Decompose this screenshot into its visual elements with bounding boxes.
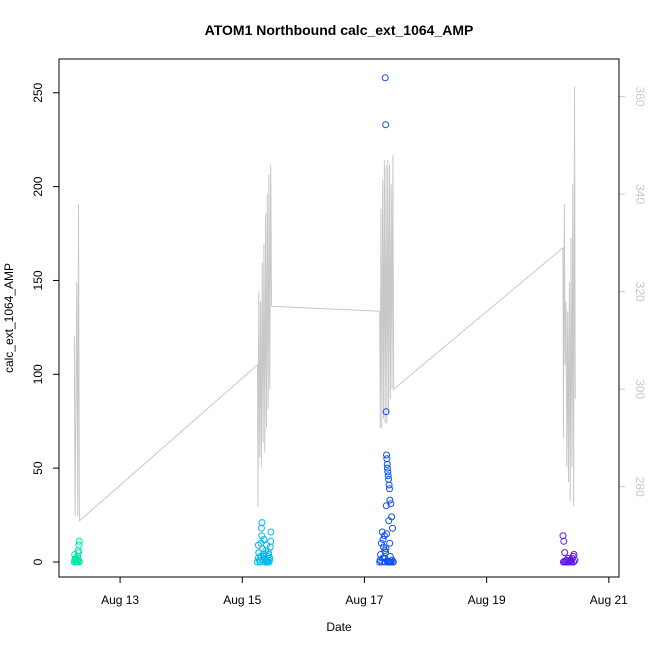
data-point: [382, 121, 390, 129]
data-point: [267, 537, 275, 545]
data-point: [386, 485, 393, 493]
data-point: [383, 460, 391, 468]
data-point: [75, 537, 83, 545]
data-point: [255, 549, 263, 557]
plot-frame: [58, 58, 620, 578]
data-point: [386, 558, 394, 566]
data-point: [260, 552, 268, 560]
scatter-points-layer: [70, 74, 579, 566]
data-point: [267, 528, 275, 536]
y2-tick-label: 280: [633, 477, 647, 497]
y-tick-label: 150: [31, 270, 45, 290]
data-point: [382, 545, 390, 553]
x-tick-label: Aug 13: [101, 593, 139, 607]
data-point: [265, 556, 273, 564]
x-tick-label: Aug 21: [590, 593, 628, 607]
y-tick-label: 200: [31, 176, 45, 196]
y2-tick-label: 320: [633, 282, 647, 302]
data-point: [382, 408, 390, 416]
data-point: [384, 468, 392, 476]
data-point: [254, 558, 261, 566]
data-point: [384, 472, 392, 480]
data-point: [389, 524, 396, 532]
data-point: [385, 481, 393, 489]
data-point: [257, 524, 265, 532]
data-point: [560, 537, 568, 545]
data-point: [379, 536, 387, 543]
data-point: [386, 539, 394, 547]
line-series: [73, 86, 576, 523]
y2-tick-label: 340: [633, 184, 647, 204]
y-tick-label: 0: [31, 558, 45, 565]
data-point: [571, 556, 579, 564]
data-point: [567, 558, 575, 566]
data-point: [570, 558, 578, 566]
data-point: [386, 496, 394, 504]
data-point: [75, 549, 82, 557]
data-point: [381, 74, 389, 82]
data-point: [559, 532, 567, 540]
data-point: [383, 530, 391, 538]
data-point: [262, 557, 270, 565]
y-tick-label: 100: [31, 364, 45, 384]
data-point: [383, 464, 391, 472]
data-point: [561, 549, 569, 557]
data-point: [258, 519, 266, 527]
data-point: [254, 541, 262, 549]
data-point: [258, 532, 266, 540]
y-axis-label: calc_ext_1064_AMP: [2, 263, 16, 373]
y2-tick-label: 300: [633, 379, 647, 399]
data-point: [263, 558, 271, 566]
data-point: [565, 558, 572, 566]
data-point: [387, 500, 395, 508]
chart-title: ATOM1 Northbound calc_ext_1064_AMP: [205, 22, 474, 38]
data-point: [385, 517, 393, 525]
data-point: [382, 549, 389, 557]
data-point: [378, 528, 386, 536]
x-tick-label: Aug 17: [345, 593, 383, 607]
data-point: [385, 475, 393, 483]
data-point: [74, 558, 82, 566]
y-tick-label: 250: [31, 82, 45, 102]
line-series-layer: [73, 86, 576, 523]
x-axis-label: Date: [326, 620, 352, 634]
data-point: [380, 532, 388, 540]
axes-layer: 0 50 100 150 200 250 280 300 320 340 360 Aug 13 Aug …: [31, 82, 647, 607]
y-tick-label: 50: [31, 461, 45, 475]
y2-tick-label: 360: [633, 87, 647, 107]
data-point: [75, 541, 83, 549]
x-tick-label: Aug 15: [223, 593, 261, 607]
data-point: [377, 539, 385, 547]
x-tick-label: Aug 19: [468, 593, 506, 607]
data-point: [382, 502, 390, 510]
data-point: [383, 455, 391, 463]
data-point: [389, 558, 397, 566]
data-point: [383, 451, 390, 459]
